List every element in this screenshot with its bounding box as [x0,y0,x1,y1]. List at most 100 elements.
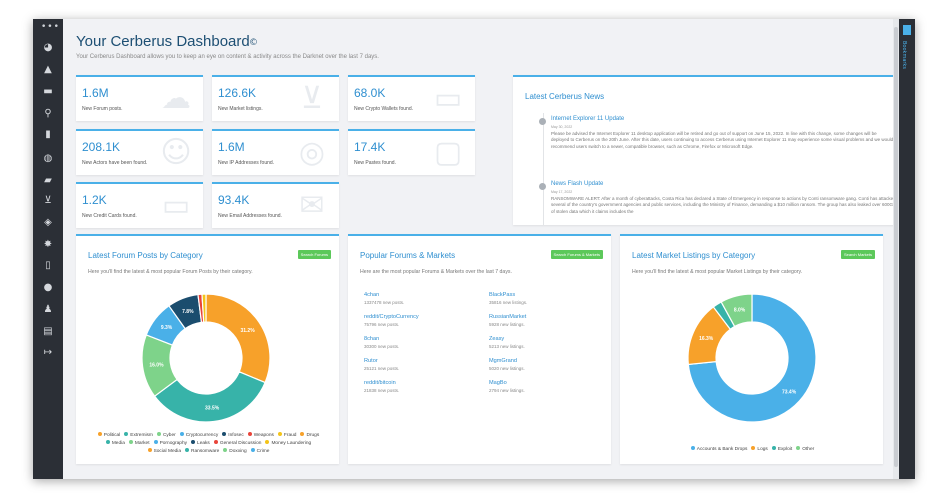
building-icon[interactable]: ▤ [43,326,53,337]
legend-item[interactable]: Pornography [153,440,187,448]
comments-icon[interactable]: ● [43,282,53,293]
market-link[interactable]: RussianMarket [489,314,527,320]
sidebar-menu-dots[interactable]: ••• [41,22,60,32]
forum-link[interactable]: Rutor [364,358,378,364]
legend-item[interactable]: Logs [751,446,768,454]
folder-icon[interactable]: ▬ [43,86,53,97]
legend-item[interactable]: Market [128,440,150,448]
legend-swatch [128,440,133,444]
forum-count: 25121 new posts. [364,366,400,371]
bookmark-icon[interactable] [903,25,911,35]
stat-card-crypto-wallets[interactable]: ▭ 68.0K New Crypto Wallets found. [348,75,475,121]
legend-item[interactable]: Leaks [191,440,210,448]
legend-item[interactable]: General Discussion [213,440,261,448]
stat-label: New Credit Cards found. [82,213,137,219]
book-icon[interactable]: ▮ [45,129,51,140]
forum-icon[interactable]: ✸ [43,239,53,250]
legend-item[interactable]: Crime [250,448,269,456]
forum-count: 1337478 new posts. [364,300,405,305]
donut-slice-other[interactable] [720,293,753,328]
donut-slice-accounts-bank-drops[interactable] [687,293,817,423]
forum-link[interactable]: 4chan [364,292,380,298]
stat-card-email-addresses[interactable]: ✉ 93.4K New Email Addresses found. [212,182,339,228]
legend-item[interactable]: Extremism [124,432,153,440]
legend-item[interactable]: Accounts & Bank Drops [690,446,747,454]
scrollbar[interactable] [893,19,899,479]
market-link[interactable]: MgmGrand [489,358,517,364]
panel-title: Popular Forums & Markets [360,251,456,260]
chat-icon[interactable]: ▰ [44,175,52,186]
forum-category-donut[interactable]: 31.2% 33.5% 16.0% 9.3% 7.8% [136,288,276,428]
legend-item[interactable]: Cryptocurrency [179,432,218,440]
legend-item[interactable]: Social Media [147,448,181,456]
stat-card-market-listings[interactable]: ⊻ 126.6K New Market listings. [212,75,339,121]
donut-slice-fraud[interactable] [201,293,207,323]
legend-swatch [300,432,305,436]
list-item: reddit/CryptoCurrency 75796 new posts. [364,314,474,336]
legend-swatch [105,440,110,444]
bug-icon[interactable]: ◍ [43,153,53,164]
bookmarks-bar: Bookmarks [899,19,915,479]
stat-card-ip-addresses[interactable]: ◎ 1.6M New IP Addresses found. [212,129,339,175]
legend-swatch [124,432,129,436]
timeline-dot [539,183,546,190]
legend-swatch [751,446,756,450]
stat-card-actors[interactable]: ☺ 208.1K New Actors have been found. [76,129,203,175]
scrollbar-thumb[interactable] [894,27,898,467]
market-count: 5020 new listings. [489,366,525,371]
stat-value: 1.2K [82,193,107,207]
legend-swatch [250,448,255,452]
market-listings-panel: Latest Market Listings by Category Searc… [620,234,883,464]
news-item-title[interactable]: Internet Explorer 11 Update [551,116,625,122]
list-item: Rutor 25121 new posts. [364,358,474,380]
search-forums-markets-button[interactable]: Search Forums & Markets [550,250,603,259]
market-count: 5928 new listings. [489,322,525,327]
dashboard-icon[interactable]: ◕ [43,42,53,53]
legend-item[interactable]: Money Laundering [265,440,311,448]
bell-icon[interactable]: ▲ [44,64,52,75]
donut-slice-label: 31.2% [240,328,255,334]
stat-card-pastes[interactable]: ▢ 17.4K New Pastes found. [348,129,475,175]
badge-icon[interactable]: ▯ [45,260,51,271]
market-category-donut[interactable]: 73.4% 16.3% 8.0% [682,288,822,428]
legend-item[interactable]: Exploit [771,446,792,454]
bookmarks-label[interactable]: Bookmarks [901,41,907,69]
market-link[interactable]: BlackPass [489,292,516,298]
stat-card-forum-posts[interactable]: ☁ 1.6M New Forum posts. [76,75,203,121]
app-window: ••• ◕ ▲ ▬ ⚲ ▮ ◍ ▰ ⊻ ◈ ✸ ▯ ● ♟ ▤ ↦ Your C… [33,19,915,479]
info-icon[interactable]: © [249,38,258,48]
legend-item[interactable]: Infosec [222,432,244,440]
legend-item[interactable]: Fraud [277,432,296,440]
legend-item[interactable]: Weapons [247,432,274,440]
news-item-date: May 17, 2022 [551,190,573,194]
news-item-body: Please be advised the Internet Explorer … [551,131,894,149]
legend-item[interactable]: Doxxing [223,448,247,456]
search-icon[interactable]: ⚲ [44,108,52,119]
market-link[interactable]: Zeasy [489,336,505,342]
legend-swatch [265,440,270,444]
cart-icon[interactable]: ⊻ [44,195,52,206]
stat-card-credit-cards[interactable]: ▭ 1.2K New Credit Cards found. [76,182,203,228]
search-forums-button[interactable]: Search Forums [297,250,331,259]
donut-slice-political[interactable] [205,293,271,384]
legend-item[interactable]: Drugs [300,432,319,440]
search-markets-button[interactable]: Search Markets [840,250,875,259]
legend-item[interactable]: Media [105,440,125,448]
legend-item[interactable]: Political [97,432,120,440]
legend-item[interactable]: Other [796,446,814,454]
legend-swatch [247,432,252,436]
shield-icon[interactable]: ◈ [44,217,52,228]
legend-item[interactable]: Cyber [156,432,176,440]
forum-link[interactable]: reddit/CryptoCurrency [364,314,419,320]
stat-value: 1.6M [218,140,245,154]
market-link[interactable]: MagBo [489,380,507,386]
user-icon[interactable]: ♟ [43,304,53,315]
legend-item[interactable]: Ransomware [185,448,219,456]
forum-link[interactable]: 8chan [364,336,380,342]
forum-link[interactable]: reddit/bitcoin [364,380,396,386]
news-item-date: May 30, 2022 [551,125,573,129]
donut-slice-extremism[interactable] [153,371,266,423]
logout-icon[interactable]: ↦ [43,347,53,358]
news-item-title[interactable]: News Flash Update [551,181,604,187]
list-item: RussianMarket 5928 new listings. [489,314,599,336]
